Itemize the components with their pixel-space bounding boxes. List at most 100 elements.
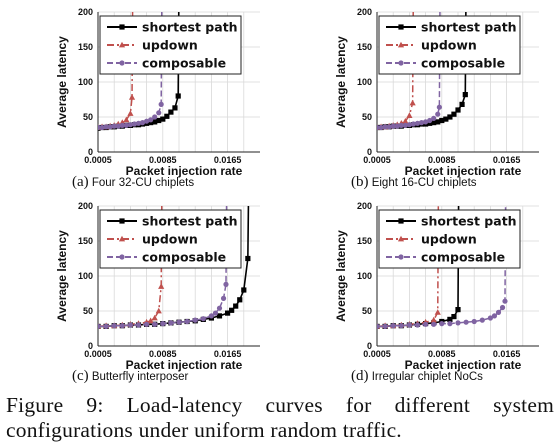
data-point <box>229 307 235 313</box>
y-tick-label: 150 <box>357 42 372 52</box>
data-point <box>127 122 133 128</box>
data-point <box>431 321 437 327</box>
data-point <box>455 307 461 313</box>
data-point <box>390 123 396 129</box>
legend-marker <box>398 254 404 260</box>
data-point <box>128 94 136 100</box>
data-point <box>139 120 146 126</box>
x-tick-label: 0.0085 <box>149 349 177 359</box>
data-point <box>111 123 117 129</box>
data-point <box>98 323 101 329</box>
legend-marker <box>398 24 404 30</box>
series-line <box>98 206 163 328</box>
legend-label: composable <box>421 250 505 265</box>
data-point <box>435 119 441 125</box>
data-point <box>192 317 198 323</box>
data-point <box>427 117 433 124</box>
data-point <box>160 321 166 327</box>
sub-caption: (d) Irregular chiplet NoCs <box>351 368 483 384</box>
data-point <box>463 319 469 325</box>
legend-label: updown <box>142 38 198 53</box>
figure-caption: Figure 9: Load-latency curves for differ… <box>6 393 554 442</box>
y-tick-label: 0 <box>367 147 372 157</box>
data-point <box>152 119 158 125</box>
sub-caption-label: (a) <box>72 174 89 190</box>
legend-marker <box>397 235 405 242</box>
data-point <box>147 317 154 324</box>
data-point <box>406 112 413 118</box>
data-point <box>148 120 154 126</box>
legend-marker <box>118 41 126 48</box>
y-tick-label: 100 <box>78 77 93 87</box>
data-point <box>479 317 485 323</box>
y-axis-title: Average latency <box>55 230 69 322</box>
data-point <box>158 283 165 289</box>
y-tick-label: 100 <box>357 77 372 87</box>
data-point <box>377 323 380 329</box>
legend: shortest path updown composable <box>378 15 521 75</box>
data-point <box>212 310 219 316</box>
data-point <box>434 309 441 315</box>
legend-marker <box>397 41 405 48</box>
x-tick-label: 0.0165 <box>493 155 521 165</box>
data-point <box>402 117 409 124</box>
legend-label: shortest path <box>421 214 517 229</box>
data-point <box>103 323 109 329</box>
legend: shortest path updown composable <box>99 209 242 269</box>
data-point <box>152 321 158 327</box>
sub-caption-label: (c) <box>72 368 89 384</box>
data-point <box>158 101 164 107</box>
data-point <box>439 321 445 327</box>
data-point <box>107 124 113 130</box>
data-point <box>435 111 441 117</box>
data-point <box>155 307 162 314</box>
data-point <box>156 117 162 124</box>
data-point <box>431 120 437 126</box>
data-point <box>168 320 174 326</box>
data-point <box>115 123 121 129</box>
legend-label: shortest path <box>142 214 238 229</box>
data-point <box>495 309 502 315</box>
data-point <box>451 111 457 117</box>
data-point <box>431 115 437 121</box>
data-point <box>111 323 117 329</box>
data-point <box>127 322 133 328</box>
series-composable <box>98 206 229 329</box>
data-point <box>99 124 105 131</box>
y-tick-label: 100 <box>357 271 372 281</box>
legend-marker <box>398 60 404 66</box>
legend: shortest path updown composable <box>99 15 242 75</box>
legend-marker <box>119 218 125 224</box>
legend-marker <box>118 235 126 242</box>
y-tick-label: 50 <box>362 112 372 122</box>
sub-caption: (b) Eight 16-CU chiplets <box>351 174 477 190</box>
data-point <box>499 304 506 311</box>
y-tick-label: 0 <box>88 147 93 157</box>
x-tick-label: 0.0085 <box>428 349 456 359</box>
data-point <box>439 117 445 124</box>
data-point <box>152 114 158 120</box>
data-point <box>223 281 229 287</box>
legend: shortest path updown composable <box>378 209 521 269</box>
data-point <box>471 318 477 325</box>
data-point <box>123 122 129 128</box>
y-tick-label: 0 <box>88 341 93 351</box>
data-point <box>409 99 416 106</box>
data-point <box>103 124 109 130</box>
x-tick-label: 0.0165 <box>493 349 521 359</box>
sub-caption: (c) Butterfly interposer <box>72 368 189 384</box>
data-point <box>220 295 227 301</box>
data-point <box>390 323 396 329</box>
series-composable <box>377 12 442 131</box>
data-point <box>175 93 181 99</box>
data-point <box>200 316 206 322</box>
data-point <box>502 298 508 304</box>
data-point <box>131 121 138 127</box>
x-axis-title: Packet injection rate <box>405 358 522 372</box>
sub-caption-label: (b) <box>351 174 369 190</box>
data-point <box>168 109 174 115</box>
y-tick-label: 100 <box>78 271 93 281</box>
legend-label: shortest path <box>421 20 517 35</box>
